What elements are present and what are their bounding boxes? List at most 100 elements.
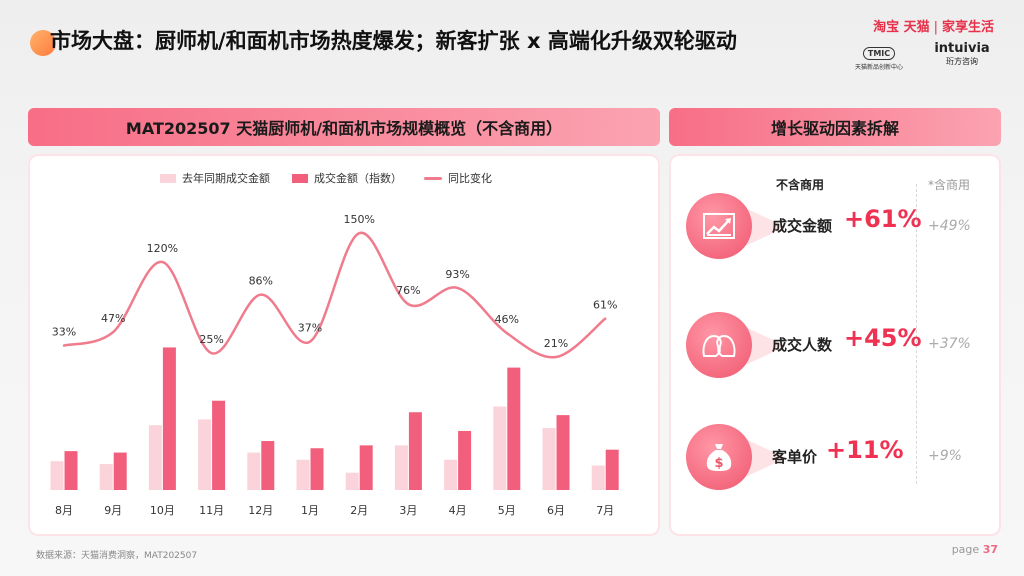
x-tick-label: 5月 (498, 504, 516, 517)
bar-prev-5 (296, 459, 310, 490)
x-tick-label: 11月 (199, 504, 224, 517)
page-number-value: 37 (982, 543, 998, 556)
x-tick-label: 4月 (449, 504, 467, 517)
page-title: 市场大盘：厨师机/和面机市场热度爆发；新客扩张 x 高端化升级双轮驱动 (50, 29, 737, 53)
tmic-logo: TMIC 天猫新品创新中心 (844, 41, 914, 71)
legend-item-prev: 去年同期成交金额 (160, 170, 270, 186)
x-tick-label: 8月 (55, 504, 73, 517)
money-bag-icon: $ (706, 444, 732, 471)
x-tick-label: 10月 (150, 504, 175, 517)
growth-drivers-header: 增长驱动因素拆解 (669, 108, 1001, 146)
legend-item-cur: 成交金额（指数） (292, 170, 402, 186)
bar-prev-10 (542, 428, 556, 490)
factor-value: +61% (844, 205, 922, 233)
factor-alt-buyers: +37% (928, 336, 971, 352)
market-chart: 8月 9月 10月 11月 12月 1月 2月 3月 4月 5月 6月 7月 33% 47% 120% 25%… (50, 213, 619, 517)
x-tick-label: 2月 (350, 504, 368, 517)
x-tick-label: 6月 (547, 504, 565, 517)
factor-circle: $ (686, 424, 752, 490)
yoy-data-label: 93% (445, 268, 469, 281)
yoy-data-label: 46% (495, 313, 519, 326)
yoy-data-label: 37% (298, 322, 322, 335)
bar-cur-6 (359, 445, 373, 490)
factor-value: +45% (844, 324, 922, 352)
bar-prev-9 (493, 406, 507, 490)
bar-prev-2 (148, 425, 162, 490)
x-tick-label: 3月 (399, 504, 417, 517)
page-label: page (951, 543, 980, 556)
bar-prev-8 (444, 459, 458, 490)
chart-up-icon (703, 213, 735, 239)
title-accent-dot (30, 30, 56, 56)
svg-text:$: $ (714, 456, 723, 471)
people-icon (702, 334, 736, 357)
data-source: 数据来源：天猫消费洞察，MAT202507 (36, 551, 198, 561)
bar-prev-11 (591, 465, 605, 490)
brand-logos: 淘宝 天猫 | 家享生活 TMIC 天猫新品创新中心 intuivia 珩方咨询 (844, 16, 994, 71)
yoy-data-label: 61% (593, 299, 617, 312)
bar-prev-6 (345, 472, 359, 490)
market-overview-header: MAT202507 天猫厨师机/和面机市场规模概览（不含商用） (28, 108, 660, 146)
legend-swatch-prev (160, 173, 176, 183)
chart-legend: 去年同期成交金额 成交金额（指数） 同比变化 (160, 170, 492, 186)
yoy-data-label: 150% (343, 213, 374, 226)
bar-cur-3 (212, 400, 226, 490)
bar-prev-7 (394, 445, 408, 490)
bar-cur-2 (162, 347, 176, 490)
brand-top: 淘宝 天猫 | 家享生活 (844, 16, 994, 35)
home-life-logo: 家享生活 (941, 20, 994, 35)
legend-label-prev: 去年同期成交金额 (182, 172, 270, 185)
bar-prev-0 (50, 461, 64, 490)
x-tick-label: 12月 (248, 504, 273, 517)
bar-cur-0 (64, 451, 78, 490)
factor-aov: $ 客单价 +11% (686, 424, 916, 494)
yoy-data-label: 120% (147, 242, 178, 255)
legend-item-yoy: 同比变化 (424, 170, 492, 186)
bar-prev-3 (198, 419, 212, 490)
legend-swatch-cur (292, 173, 308, 183)
brand-separator: | (933, 20, 938, 35)
factor-circle (686, 193, 752, 259)
bar-prev-1 (99, 464, 113, 490)
bar-cur-8 (458, 430, 472, 490)
col-head-incl-commercial: *含商用 (928, 178, 971, 192)
yoy-data-label: 21% (544, 337, 568, 350)
intuivia-subtitle: 珩方咨询 (946, 57, 978, 66)
x-tick-label: 9月 (104, 504, 122, 517)
yoy-line (62, 231, 607, 359)
legend-swatch-yoy (424, 176, 442, 180)
column-divider (916, 184, 917, 484)
yoy-data-label: 33% (52, 326, 76, 339)
bar-cur-4 (261, 441, 275, 490)
bar-cur-11 (605, 449, 619, 490)
x-tick-label: 1月 (301, 504, 319, 517)
factor-value: +11% (826, 436, 904, 464)
bar-prev-4 (247, 452, 261, 490)
yoy-data-label: 47% (101, 312, 125, 325)
yoy-data-label: 76% (396, 284, 420, 297)
factor-label: 成交金额 (772, 217, 833, 235)
legend-label-yoy: 同比变化 (448, 172, 492, 185)
col-head-excl-commercial: 不含商用 (776, 178, 825, 192)
yoy-data-label: 86% (249, 275, 273, 288)
bar-cur-7 (408, 412, 422, 490)
factor-gmv: 成交金额 +61% (686, 193, 922, 263)
tmic-subtitle: 天猫新品创新中心 (854, 64, 903, 71)
legend-label-cur: 成交金额（指数） (314, 172, 402, 185)
bar-cur-1 (113, 452, 127, 490)
bar-cur-5 (310, 448, 324, 490)
factor-alt-aov: +9% (928, 448, 962, 464)
intuivia-name: intuivia (934, 41, 990, 56)
intuivia-logo: intuivia 珩方咨询 (930, 41, 994, 71)
factor-label: 客单价 (772, 448, 818, 466)
taobao-tmall-logo: 淘宝 天猫 (873, 20, 930, 35)
bar-cur-9 (507, 367, 521, 490)
tmic-logo-mark: TMIC (862, 47, 896, 60)
bar-cur-10 (556, 415, 570, 490)
factor-buyers: 成交人数 +45% (686, 312, 922, 382)
x-tick-label: 7月 (596, 504, 614, 517)
factor-alt-gmv: +49% (928, 218, 971, 234)
factor-circle (686, 312, 752, 378)
factor-label: 成交人数 (772, 336, 833, 354)
page-number: page 37 (952, 543, 998, 556)
